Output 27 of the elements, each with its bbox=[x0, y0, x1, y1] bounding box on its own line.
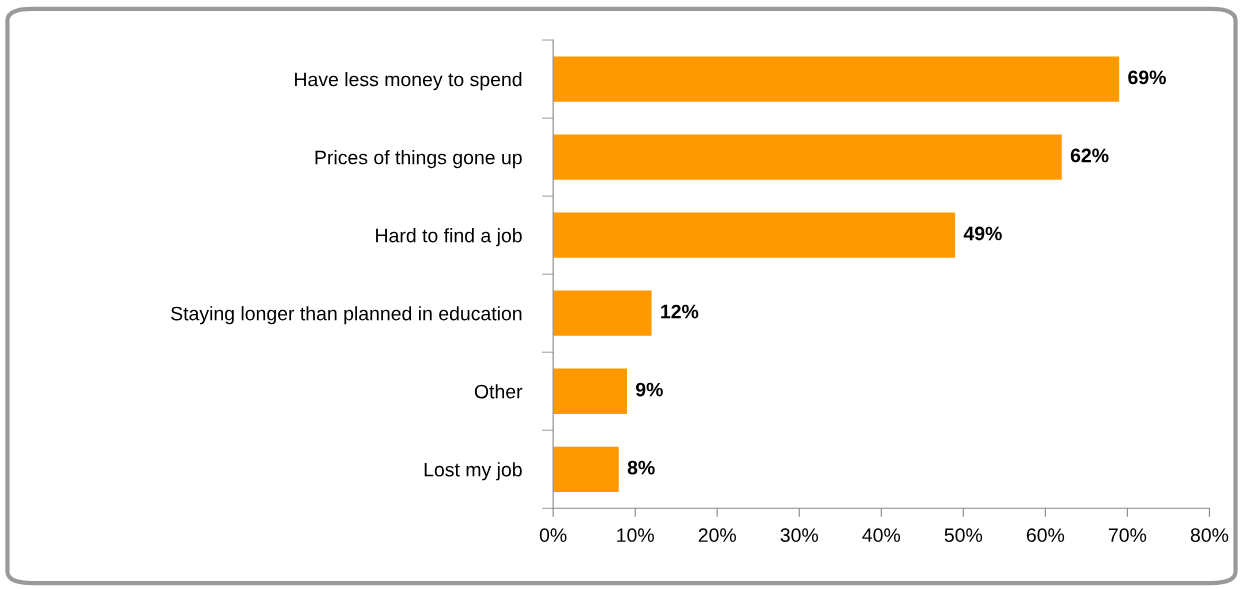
x-tick-label: 40% bbox=[862, 528, 901, 543]
x-tick-label: 0% bbox=[539, 528, 567, 543]
x-tick-label: 50% bbox=[944, 528, 983, 543]
x-tick-label: 30% bbox=[780, 528, 819, 543]
x-tick-label: 60% bbox=[1026, 528, 1065, 543]
data-label: 62% bbox=[1070, 148, 1109, 163]
bar bbox=[553, 56, 1120, 102]
bar bbox=[553, 134, 1062, 180]
x-tick-label: 70% bbox=[1108, 528, 1147, 543]
data-label: 9% bbox=[635, 382, 663, 397]
y-tick-label: Have less money to spend bbox=[295, 72, 522, 91]
x-tick-label: 20% bbox=[698, 528, 736, 543]
y-tick-label: Staying longer than planned in education bbox=[171, 306, 522, 325]
x-tick-label: 80% bbox=[1190, 528, 1229, 543]
bar bbox=[553, 212, 956, 258]
bar bbox=[553, 290, 652, 336]
data-label: 8% bbox=[627, 460, 655, 475]
bar bbox=[553, 446, 619, 492]
y-tick-label: Lost my job bbox=[424, 462, 522, 481]
y-tick-label: Prices of things gone up bbox=[315, 150, 522, 169]
y-tick-label: Other bbox=[474, 384, 523, 399]
y-tick-label: Hard to find a job bbox=[376, 228, 522, 247]
x-tick-label: 10% bbox=[617, 528, 654, 543]
bar bbox=[553, 368, 627, 414]
data-label: 49% bbox=[963, 226, 1002, 241]
data-label: 12% bbox=[661, 304, 699, 319]
data-label: 69% bbox=[1128, 70, 1166, 85]
